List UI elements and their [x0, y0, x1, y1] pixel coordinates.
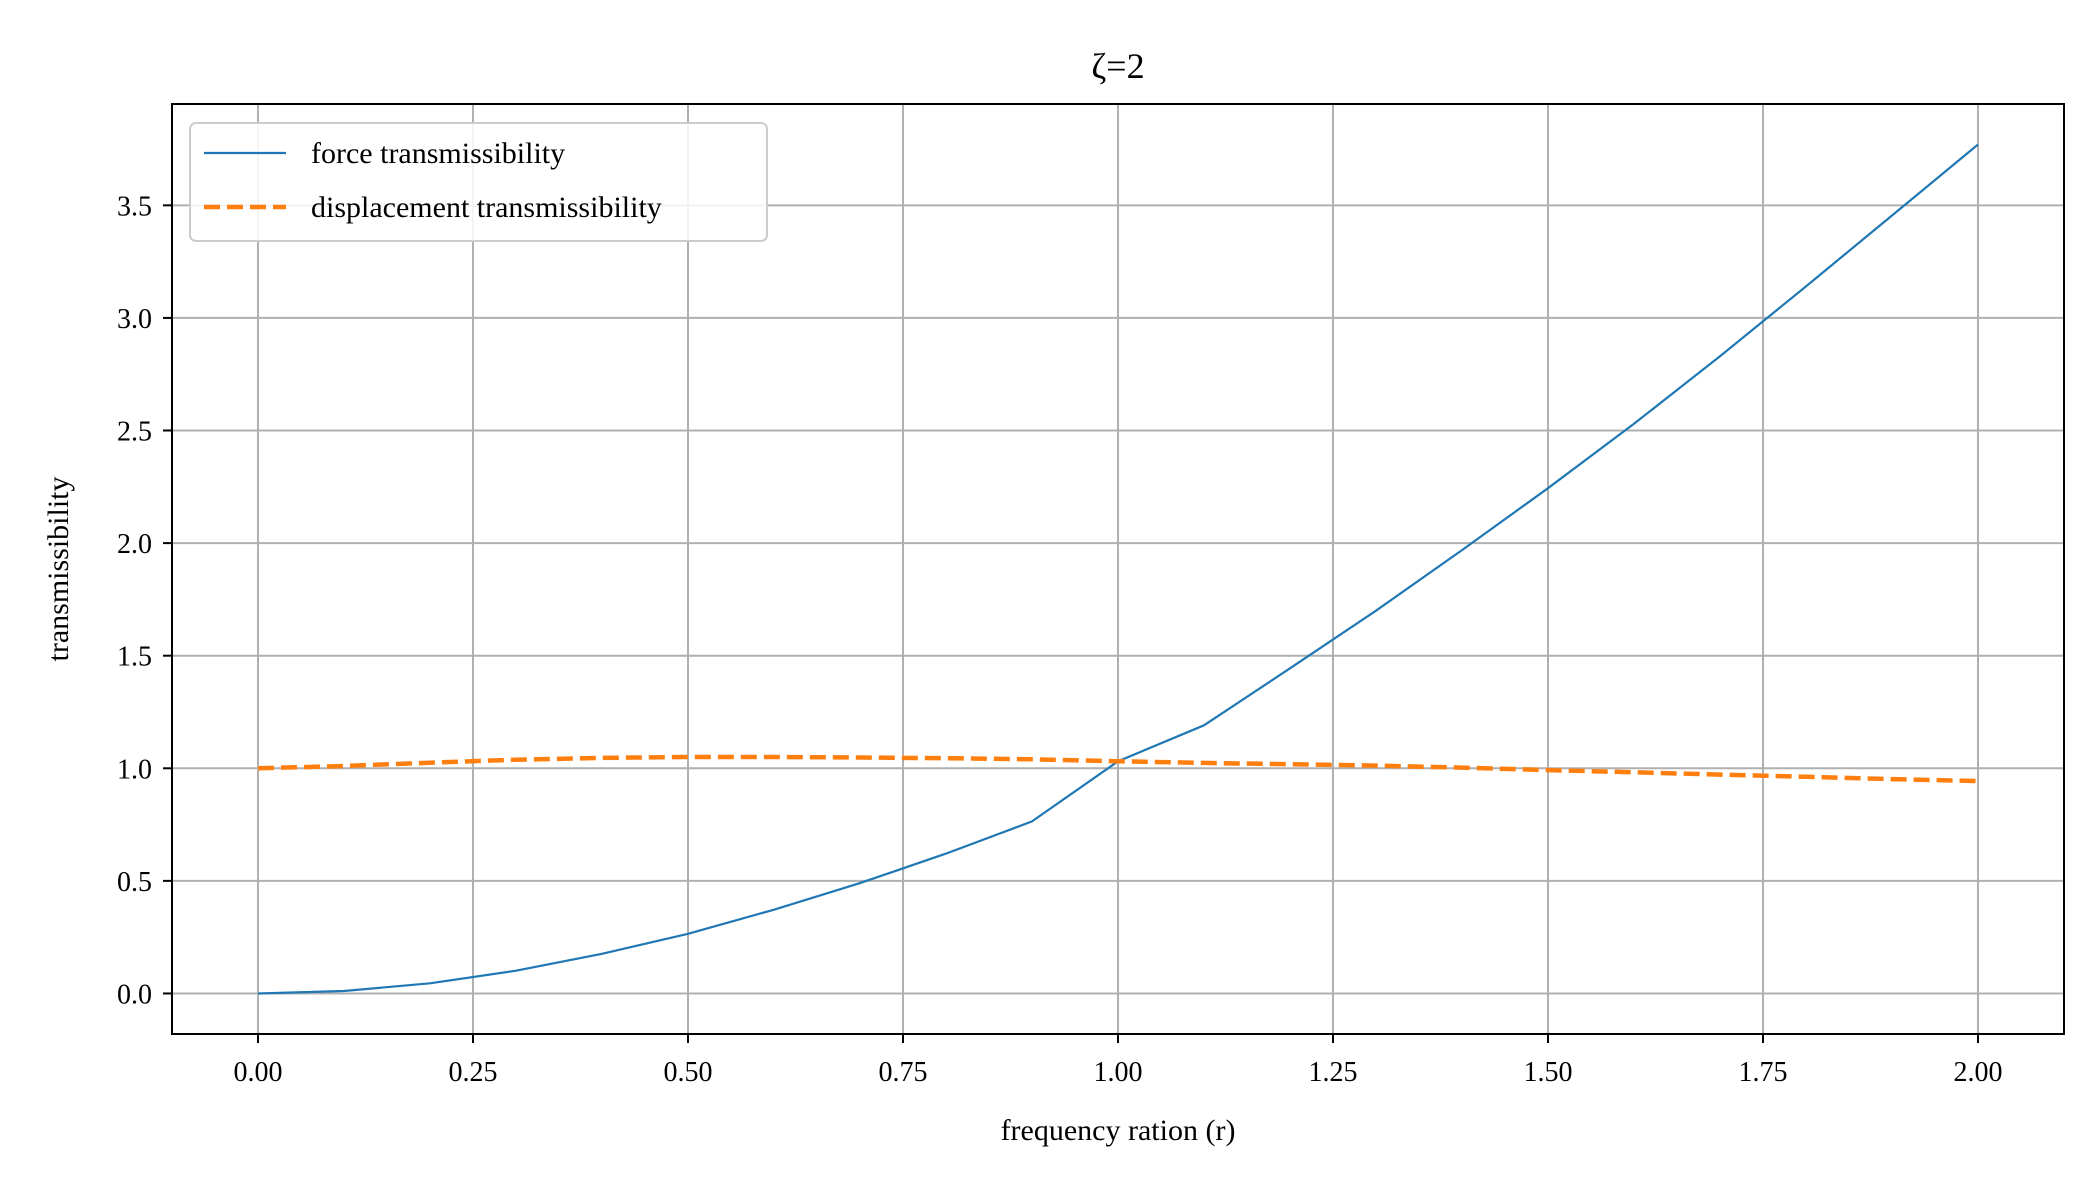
- x-axis-title: frequency ration (r): [1001, 1114, 1236, 1147]
- y-axis-title: transmissibility: [42, 476, 75, 661]
- x-axis-ticks: 0.00 0.25 0.50 0.75 1.00 1.25 1.50 1.75 2.00: [234, 1034, 2003, 1088]
- y-tick-label: 0.5: [117, 867, 152, 898]
- x-tick-label: 1.50: [1524, 1057, 1573, 1088]
- y-tick-label: 2.5: [117, 417, 152, 448]
- y-tick-label: 1.5: [117, 642, 152, 673]
- chart-title: ζ=2: [1091, 46, 1144, 86]
- y-tick-label: 3.0: [117, 304, 152, 335]
- y-tick-label: 2.0: [117, 529, 152, 560]
- x-tick-label: 0.00: [234, 1057, 283, 1088]
- x-tick-label: 1.00: [1094, 1057, 1143, 1088]
- grid-lines: [172, 104, 2064, 1034]
- y-tick-label: 0.0: [117, 979, 152, 1010]
- x-tick-label: 2.00: [1954, 1057, 2003, 1088]
- y-tick-label: 3.5: [117, 191, 152, 222]
- series-layer: [257, 143, 1979, 995]
- displacement-transmissibility-line: [257, 754, 1979, 784]
- x-tick-label: 0.50: [664, 1057, 713, 1088]
- x-tick-label: 1.25: [1309, 1057, 1358, 1088]
- x-tick-label: 0.75: [879, 1057, 928, 1088]
- legend: force transmissibility displacement tran…: [189, 122, 768, 242]
- x-tick-label: 0.25: [449, 1057, 498, 1088]
- y-tick-label: 1.0: [117, 754, 152, 785]
- legend-box: [189, 122, 768, 242]
- legend-label-force: force transmissibility: [311, 137, 565, 170]
- y-axis-ticks: 0.0 0.5 1.0 1.5 2.0 2.5 3.0 3.5: [117, 191, 172, 1010]
- x-tick-label: 1.75: [1739, 1057, 1788, 1088]
- legend-label-displacement: displacement transmissibility: [311, 191, 662, 224]
